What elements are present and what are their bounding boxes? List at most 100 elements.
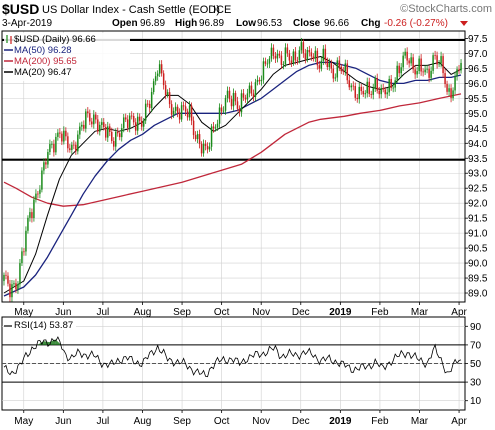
price-bar-body — [201, 144, 203, 153]
rsi-y-tick-label: 90 — [470, 322, 482, 333]
price-bar-body — [41, 170, 43, 189]
price-y-tick-label: 90.5 — [468, 244, 488, 255]
price-bar-body — [167, 92, 169, 95]
price-bar-body — [438, 64, 440, 65]
price-y-tick-label: 90.0 — [468, 259, 488, 270]
price-x-tick-label: Mar — [411, 307, 429, 318]
price-bar-body — [145, 104, 147, 121]
price-bar-body — [436, 55, 438, 64]
price-bar-body — [402, 56, 404, 68]
high-value: 96.89 — [199, 18, 224, 29]
price-y-tick-label: 95.0 — [468, 109, 488, 120]
price-bar-body — [83, 125, 85, 129]
price-bar-body — [271, 48, 273, 59]
price-bar-body — [337, 60, 339, 77]
price-x-tick-label: Jul — [97, 307, 110, 318]
rsi-y-tick-label: 50 — [470, 359, 482, 370]
price-bar-body — [189, 106, 191, 118]
price-bar-body — [99, 125, 101, 132]
price-bar-body — [109, 126, 111, 132]
price-bar-body — [125, 117, 127, 119]
price-bar-body — [103, 122, 105, 127]
price-bar-body — [410, 57, 412, 63]
price-bar-body — [21, 251, 23, 263]
price-bar-body — [287, 47, 289, 53]
bottom-x-tick-label: Feb — [371, 416, 389, 427]
price-bar-body — [143, 121, 145, 127]
price-bar-body — [261, 80, 263, 81]
price-bar-body — [11, 284, 13, 297]
price-bar-body — [5, 275, 7, 276]
price-bar-body — [360, 87, 362, 91]
price-bar-body — [207, 146, 209, 149]
price-bar-body — [137, 117, 139, 131]
price-bar-body — [101, 122, 103, 125]
price-bar-body — [357, 98, 359, 99]
as-of-date: 3-Apr-2019 — [2, 18, 52, 29]
price-bar-body — [309, 50, 311, 52]
price-bar-body — [355, 86, 357, 98]
price-bar-body — [79, 127, 81, 135]
rsi-y-tick-label: 10 — [470, 396, 482, 407]
price-bar-body — [448, 88, 450, 92]
rsi-legend-label: RSI(14) 53.87 — [14, 320, 73, 331]
price-bar-body — [321, 61, 323, 69]
price-bar-body — [291, 61, 293, 64]
price-bar-body — [37, 194, 39, 195]
price-bar-body — [151, 92, 153, 108]
price-bar-body — [205, 144, 207, 146]
price-bar-body — [63, 131, 65, 142]
bottom-x-tick-label: Mar — [411, 416, 429, 427]
price-bar-body — [135, 122, 137, 130]
close-value: 96.66 — [324, 18, 349, 29]
price-bar-body — [372, 88, 374, 95]
price-x-tick-label: 2019 — [329, 307, 352, 318]
price-bar-body — [139, 117, 141, 121]
ma50-line — [4, 62, 461, 296]
legend-label-ma20: MA(20) 96.47 — [14, 67, 72, 78]
price-bar-body — [307, 50, 309, 60]
price-bar-body — [195, 135, 197, 139]
down-triangle-icon — [460, 21, 468, 26]
chg-label: Chg — [361, 18, 380, 29]
price-bar-body — [349, 80, 351, 87]
price-bar-body — [374, 78, 376, 88]
close-label: Close — [293, 18, 321, 29]
price-bar-body — [408, 61, 410, 64]
price-bar-body — [229, 91, 231, 99]
price-y-tick-label: 92.0 — [468, 199, 488, 210]
price-bar-body — [241, 93, 243, 112]
price-y-tick-label: 89.5 — [468, 274, 488, 285]
ma50-series — [4, 62, 461, 296]
price-bar-body — [221, 108, 223, 112]
price-bar-body — [47, 152, 49, 164]
price-bar-body — [247, 93, 249, 99]
bottom-x-tick-label: 2019 — [329, 416, 352, 427]
price-bar-body — [117, 132, 119, 133]
bottom-x-tick-label: Oct — [214, 416, 230, 427]
price-bar-body — [359, 87, 361, 99]
ma20-series — [4, 57, 461, 294]
price-x-tick-label: Apr — [451, 307, 467, 318]
price-bar-body — [253, 94, 255, 97]
price-bar-body — [179, 113, 181, 120]
price-bar-body — [319, 65, 321, 68]
price-bar-body — [127, 119, 129, 127]
price-x-tick-label: Nov — [252, 307, 270, 318]
price-bar-body — [43, 162, 45, 170]
price-bar-body — [380, 88, 382, 94]
price-bar-body — [57, 133, 59, 137]
price-bar-body — [442, 56, 444, 73]
price-bar-body — [317, 51, 319, 65]
legend-label-ma50: MA(50) 96.28 — [14, 45, 72, 56]
price-bar-body — [59, 133, 61, 134]
bottom-x-tick-label: Nov — [252, 416, 270, 427]
price-bar-body — [141, 121, 143, 127]
price-bar-body — [422, 71, 424, 72]
rsi-y-tick-label: 30 — [470, 378, 482, 389]
price-bar-body — [213, 126, 215, 128]
price-bar-body — [400, 67, 402, 73]
price-bar-body — [97, 119, 99, 131]
price-bar-body — [227, 91, 229, 98]
price-bar-body — [333, 69, 335, 79]
